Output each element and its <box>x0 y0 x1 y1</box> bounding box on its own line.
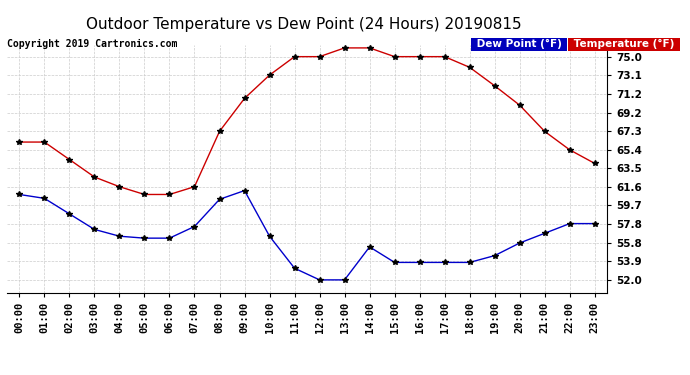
Text: Copyright 2019 Cartronics.com: Copyright 2019 Cartronics.com <box>7 39 177 50</box>
Text: Outdoor Temperature vs Dew Point (24 Hours) 20190815: Outdoor Temperature vs Dew Point (24 Hou… <box>86 17 522 32</box>
Text: Dew Point (°F): Dew Point (°F) <box>473 39 565 50</box>
Text: Temperature (°F): Temperature (°F) <box>570 39 678 50</box>
